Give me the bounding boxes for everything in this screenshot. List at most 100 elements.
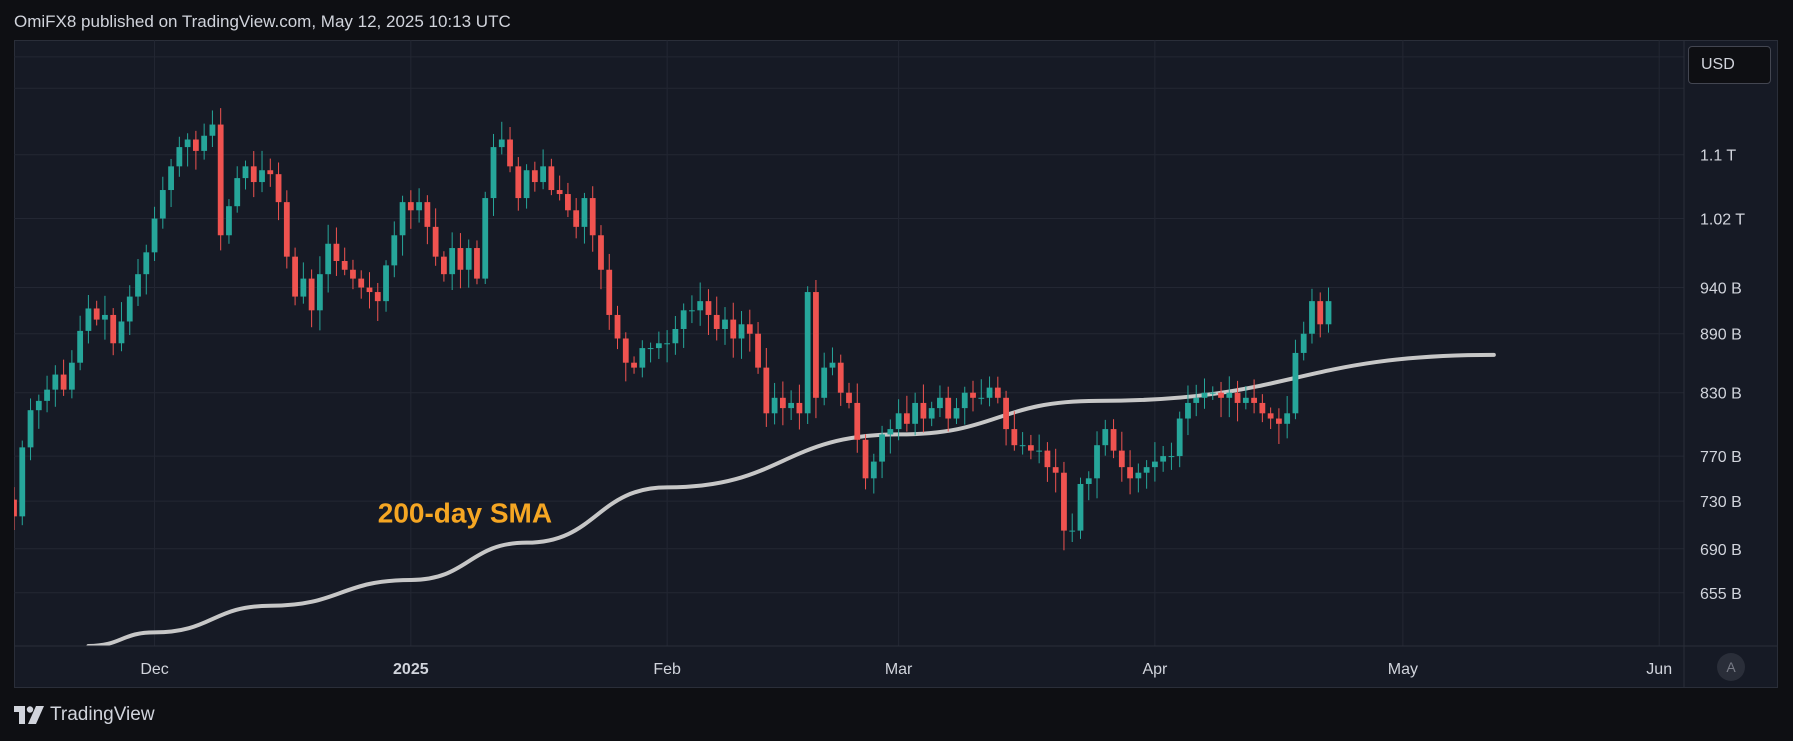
candle-down — [267, 158, 274, 187]
candle-up — [416, 188, 422, 223]
candle-down — [341, 247, 348, 276]
candle-body — [1003, 397, 1009, 430]
candle-body — [738, 324, 745, 339]
candle-up — [879, 425, 885, 479]
candle-body — [77, 330, 84, 363]
candle-down — [837, 354, 844, 406]
candle-down — [93, 300, 100, 326]
candle-body — [1276, 418, 1282, 424]
candle-up — [953, 398, 960, 425]
price-chart[interactable]: 1.1 T 1.02 T 940 B 890 B 830 B 770 B 730 B 690 … — [14, 40, 1778, 688]
candle-body — [821, 367, 828, 398]
candle-body — [961, 392, 968, 409]
candle-up — [300, 262, 307, 304]
candle-body — [705, 301, 712, 315]
candle-up — [168, 158, 174, 208]
candle-body — [920, 402, 927, 419]
tradingview-logo-icon — [14, 706, 44, 724]
candle-up — [722, 307, 728, 345]
candle-body — [118, 321, 125, 344]
candle-body — [176, 147, 183, 167]
candle-down — [217, 108, 224, 251]
candle-up — [242, 160, 249, 190]
candle-body — [556, 190, 563, 195]
candle-down — [994, 376, 1001, 404]
candle-down — [1110, 419, 1117, 459]
candle-body — [763, 367, 770, 414]
candle-body — [341, 261, 348, 270]
candle-up — [523, 164, 530, 209]
candle-body — [110, 314, 117, 344]
candle-down — [1317, 292, 1324, 338]
candle-body — [1259, 402, 1266, 414]
candle-body — [779, 397, 786, 409]
candle-down — [110, 308, 117, 356]
candle-body — [1011, 429, 1018, 446]
candle-up — [1019, 432, 1026, 455]
currency-button[interactable]: USD — [1688, 46, 1771, 84]
candle-body — [722, 319, 728, 329]
candle-body — [1234, 392, 1241, 403]
candle-up — [226, 199, 232, 244]
candle-up — [383, 260, 389, 312]
candle-down — [606, 253, 613, 330]
candle-down — [1027, 434, 1034, 460]
candle-up — [655, 331, 662, 359]
candle-down — [474, 240, 480, 285]
candle-body — [424, 202, 431, 227]
y-tick-label: 830 B — [1700, 386, 1742, 403]
candle-down — [755, 322, 761, 374]
candle-down — [308, 269, 315, 328]
candle-body — [1027, 445, 1034, 451]
candle-up — [465, 239, 472, 288]
candle-body — [416, 202, 422, 211]
candle-body — [383, 265, 389, 302]
y-tick-label: 770 B — [1700, 449, 1742, 466]
candle-up — [870, 453, 877, 494]
candle-up — [829, 347, 836, 376]
candle-body — [35, 400, 42, 411]
auto-scale-button[interactable]: A — [1717, 653, 1745, 681]
candle-up — [316, 256, 323, 331]
candle-body — [664, 343, 671, 345]
candle-body — [432, 226, 439, 257]
candle-body — [93, 308, 100, 320]
candle-body — [209, 124, 216, 136]
candle-up — [234, 166, 241, 213]
candle-up — [482, 191, 489, 285]
candle-body — [937, 397, 943, 409]
candle-down — [407, 190, 414, 229]
candle-up — [1168, 442, 1175, 470]
candle-body — [895, 413, 902, 430]
candle-down — [970, 380, 976, 412]
candle-body — [515, 166, 522, 199]
candle-up — [209, 110, 216, 148]
candle-body — [267, 170, 274, 175]
candle-body — [846, 392, 852, 403]
candle-down — [813, 279, 819, 419]
candle-body — [1160, 456, 1167, 462]
candle-body — [1052, 467, 1059, 473]
candle-body — [490, 147, 497, 199]
candle-body — [697, 301, 704, 311]
candle-body — [573, 210, 580, 227]
candle-down — [1003, 390, 1009, 446]
candle-up — [697, 282, 704, 326]
brand-logo[interactable]: TradingView — [14, 704, 155, 726]
candle-body — [1094, 445, 1100, 479]
y-tick-label: 730 B — [1700, 494, 1742, 511]
candle-body — [1242, 397, 1249, 403]
candle-up — [27, 398, 34, 461]
candle-body — [68, 362, 75, 390]
candle-body — [631, 362, 637, 368]
candle-body — [234, 178, 241, 207]
chart-axes: 1.1 T 1.02 T 940 B 890 B 830 B 770 B 730 B 690 … — [14, 40, 1778, 688]
candle-body — [928, 408, 935, 419]
candle-body — [316, 274, 323, 311]
candle-body — [192, 139, 199, 151]
candle-down — [763, 347, 770, 427]
candle-body — [565, 194, 571, 211]
candle-down — [746, 309, 753, 352]
candle-body — [813, 292, 819, 398]
candle-body — [1292, 352, 1299, 414]
